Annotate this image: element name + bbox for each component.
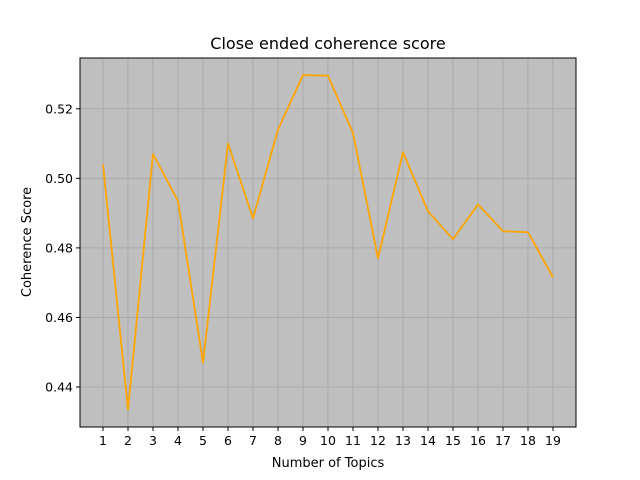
x-tick-label: 2 bbox=[124, 433, 132, 448]
x-tick-label: 14 bbox=[420, 433, 436, 448]
x-axis-ticks: 1 2 3 4 5 6 7 8 9 10 11 12 13 14 15 16 17 18 19 bbox=[99, 427, 561, 448]
series-layer bbox=[102, 74, 554, 411]
y-tick-label: 0.44 bbox=[45, 380, 73, 395]
x-tick-label: 15 bbox=[445, 433, 461, 448]
x-tick-label: 5 bbox=[199, 433, 207, 448]
x-tick-label: 1 bbox=[99, 433, 107, 448]
x-tick-label: 8 bbox=[274, 433, 282, 448]
chart-title: Close ended coherence score bbox=[210, 34, 445, 53]
x-tick-label: 18 bbox=[520, 433, 536, 448]
x-tick-label: 13 bbox=[395, 433, 411, 448]
y-tick-label: 0.46 bbox=[45, 310, 73, 325]
y-tick-label: 0.52 bbox=[45, 101, 73, 116]
y-tick-label: 0.48 bbox=[45, 240, 73, 255]
x-tick-label: 19 bbox=[545, 433, 561, 448]
y-tick-label: 0.50 bbox=[45, 171, 73, 186]
y-axis-label: Coherence Score bbox=[20, 187, 35, 297]
x-tick-label: 9 bbox=[299, 433, 307, 448]
x-tick-label: 17 bbox=[495, 433, 511, 448]
x-tick-label: 12 bbox=[370, 433, 386, 448]
x-tick-label: 6 bbox=[224, 433, 232, 448]
x-tick-label: 11 bbox=[345, 433, 361, 448]
x-tick-label: 16 bbox=[470, 433, 486, 448]
grid bbox=[80, 58, 576, 427]
x-axis-label: Number of Topics bbox=[272, 456, 385, 471]
x-tick-label: 7 bbox=[249, 433, 257, 448]
series-line bbox=[102, 74, 554, 411]
x-tick-label: 4 bbox=[174, 433, 182, 448]
x-tick-label: 10 bbox=[320, 433, 336, 448]
y-axis-ticks: 0.44 0.46 0.48 0.50 0.52 bbox=[45, 101, 80, 395]
x-tick-label: 3 bbox=[149, 433, 157, 448]
